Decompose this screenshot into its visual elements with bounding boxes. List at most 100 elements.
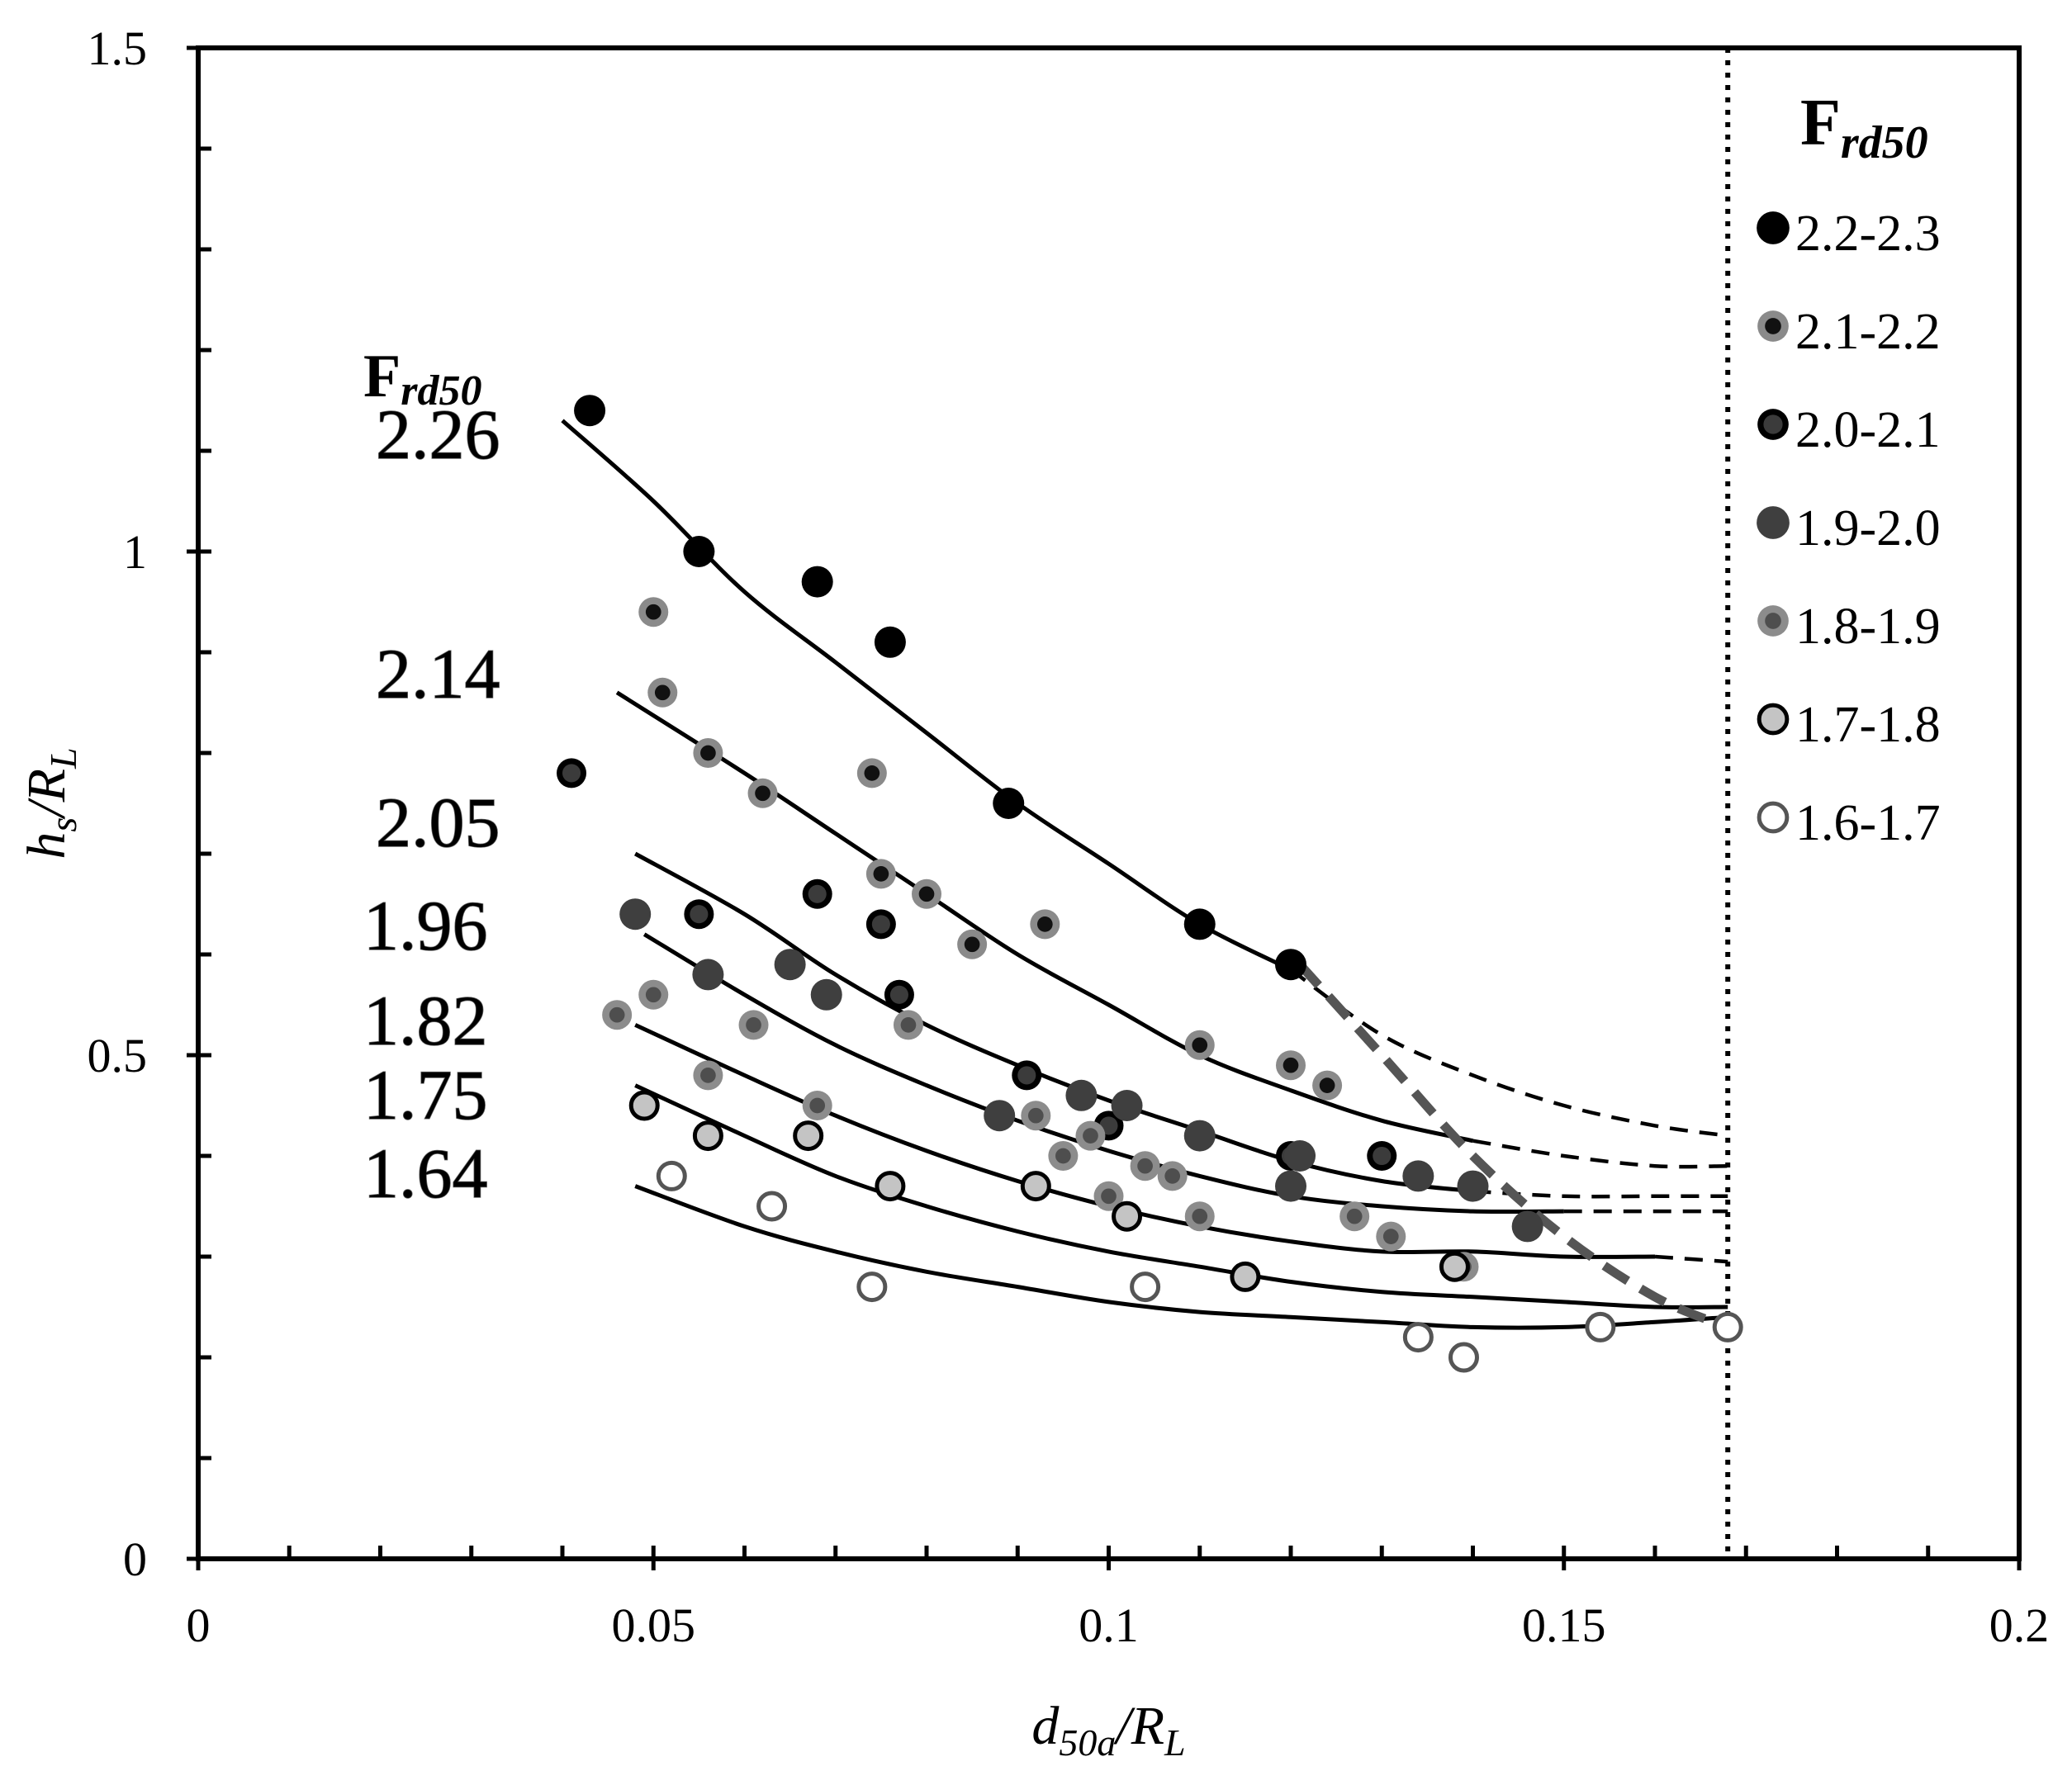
legend-label: 2.0-2.1 — [1795, 402, 1941, 458]
data-point — [802, 878, 832, 909]
legend-label: 1.8-1.9 — [1795, 599, 1941, 655]
x-tick-label: 0 — [187, 1598, 211, 1652]
fit-curve-1-64 — [634, 1184, 1728, 1330]
x-tick-label: 0.2 — [1989, 1598, 2050, 1652]
data-point — [1230, 1261, 1261, 1292]
fit-curve-1-96 — [642, 932, 1564, 1215]
data-point — [912, 878, 941, 909]
data-point — [1367, 1141, 1397, 1171]
data-point — [756, 1191, 788, 1222]
data-point — [874, 626, 906, 658]
data-point — [1112, 1200, 1143, 1232]
x-axis-title: d50a/RL — [1031, 1696, 1185, 1764]
data-point — [602, 1000, 633, 1030]
x-tick-label: 0.15 — [1522, 1598, 1606, 1652]
data-point — [1183, 1120, 1216, 1152]
fit-curve-extension — [1289, 968, 1728, 1138]
x-tick-label: 0.1 — [1079, 1598, 1139, 1652]
fit-curve-2-26 — [561, 419, 1292, 972]
data-point — [693, 738, 723, 768]
legend-marker — [1757, 703, 1790, 736]
data-point — [1048, 1141, 1079, 1171]
data-point — [1339, 1201, 1370, 1232]
data-point — [1275, 1170, 1306, 1202]
data-point — [884, 979, 914, 1010]
y-tick-label: 0 — [123, 1532, 147, 1586]
data-point — [1457, 1170, 1489, 1202]
data-point — [1012, 1060, 1042, 1091]
data-point — [1021, 1101, 1051, 1131]
legend: Frd50 2.2-2.3 2.1-2.2 2.0-2.1 1.9-2.0 1.8-1.9… — [1757, 87, 1941, 851]
data-point — [856, 758, 887, 788]
curve-label-2-05: 2.05 — [376, 783, 500, 862]
data-point — [1439, 1251, 1470, 1282]
y-tick-label: 1.5 — [88, 21, 148, 75]
data-point — [1030, 909, 1060, 940]
data-point — [1712, 1311, 1743, 1342]
y-tick-label: 0.5 — [88, 1029, 148, 1082]
legend-label: 1.6-1.7 — [1795, 795, 1941, 851]
legend-marker — [1757, 605, 1789, 637]
data-point — [1284, 1140, 1316, 1172]
data-point — [1020, 1171, 1051, 1202]
data-point — [1312, 1070, 1343, 1101]
data-point — [993, 788, 1025, 819]
curve-label-2-14: 2.14 — [376, 634, 500, 713]
data-point — [574, 395, 606, 427]
fit-curve-extension — [1472, 1139, 1728, 1169]
data-point — [865, 859, 896, 889]
data-point — [1183, 908, 1216, 940]
curve-label-1-75: 1.75 — [363, 1055, 488, 1134]
curve-label-1-96: 1.96 — [363, 886, 488, 965]
data-point — [692, 959, 724, 991]
legend-label: 2.2-2.3 — [1795, 206, 1941, 262]
curve-label-1-64: 1.64 — [363, 1134, 488, 1213]
data-point — [1585, 1311, 1616, 1342]
data-point — [1111, 1090, 1143, 1121]
data-point — [1157, 1161, 1188, 1191]
data-point — [638, 979, 669, 1010]
data-point — [683, 536, 715, 567]
y-axis-title: hs/RL — [17, 747, 84, 859]
data-point — [1184, 1030, 1215, 1060]
data-point — [1448, 1342, 1479, 1373]
data-point — [774, 949, 806, 981]
legend-label: 1.9-2.0 — [1795, 500, 1941, 556]
legend-title: Frd50 — [1800, 87, 1928, 168]
data-points — [557, 395, 1743, 1373]
data-point — [865, 909, 896, 940]
data-point — [692, 1120, 723, 1152]
data-point — [1130, 1271, 1161, 1303]
data-point — [1511, 1210, 1543, 1243]
axes: 0 0.05 0.1 0.15 0.2 0 0.5 1 1.5 — [88, 21, 2050, 1652]
legend-label: 2.1-2.2 — [1795, 304, 1941, 360]
data-point — [856, 1271, 888, 1303]
legend-marker — [1757, 801, 1790, 834]
fit-curve-extension — [1654, 1254, 1728, 1264]
data-point — [1402, 1160, 1434, 1192]
data-point — [693, 1060, 723, 1091]
data-point — [1184, 1201, 1215, 1232]
data-point — [747, 778, 778, 808]
x-tick-label: 0.05 — [612, 1598, 696, 1652]
data-point — [802, 1091, 832, 1120]
data-point — [801, 566, 833, 598]
legend-marker — [1757, 506, 1790, 539]
data-point — [1402, 1322, 1434, 1353]
data-point — [1276, 1050, 1306, 1081]
data-point — [810, 978, 842, 1011]
curve-label-1-82: 1.82 — [363, 981, 488, 1060]
legend-marker — [1757, 409, 1789, 440]
data-point — [1075, 1120, 1106, 1151]
data-point — [628, 1090, 660, 1121]
data-point — [557, 758, 587, 788]
data-point — [684, 899, 714, 930]
fit-curves — [561, 48, 1731, 1559]
legend-marker — [1757, 310, 1789, 342]
legend-marker — [1757, 211, 1790, 244]
data-point — [1275, 949, 1306, 981]
data-point — [619, 898, 652, 930]
data-point — [647, 677, 678, 708]
